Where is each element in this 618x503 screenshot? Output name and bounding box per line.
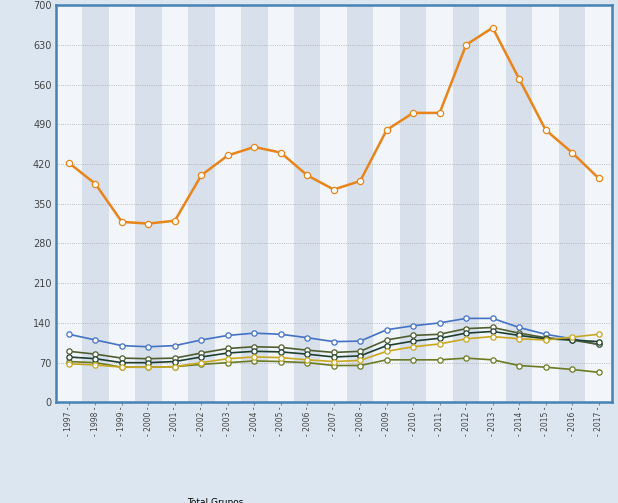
Bar <box>109 5 135 402</box>
Bar <box>294 5 321 402</box>
Bar <box>559 5 585 402</box>
Bar <box>241 5 268 402</box>
Legend: Total Grupos
etários, < 25, 25-34, 35-44, 45-54, 55+: Total Grupos etários, < 25, 25-34, 35-44… <box>166 494 502 503</box>
Bar <box>373 5 400 402</box>
Bar <box>480 5 506 402</box>
Bar <box>135 5 161 402</box>
Bar <box>347 5 373 402</box>
Bar <box>214 5 241 402</box>
Bar <box>188 5 214 402</box>
Bar <box>56 5 82 402</box>
Bar <box>268 5 294 402</box>
Bar <box>532 5 559 402</box>
Bar <box>321 5 347 402</box>
Bar <box>453 5 480 402</box>
Bar <box>426 5 453 402</box>
Bar <box>400 5 426 402</box>
Bar <box>506 5 532 402</box>
Bar <box>82 5 109 402</box>
Bar <box>161 5 188 402</box>
Bar <box>585 5 612 402</box>
